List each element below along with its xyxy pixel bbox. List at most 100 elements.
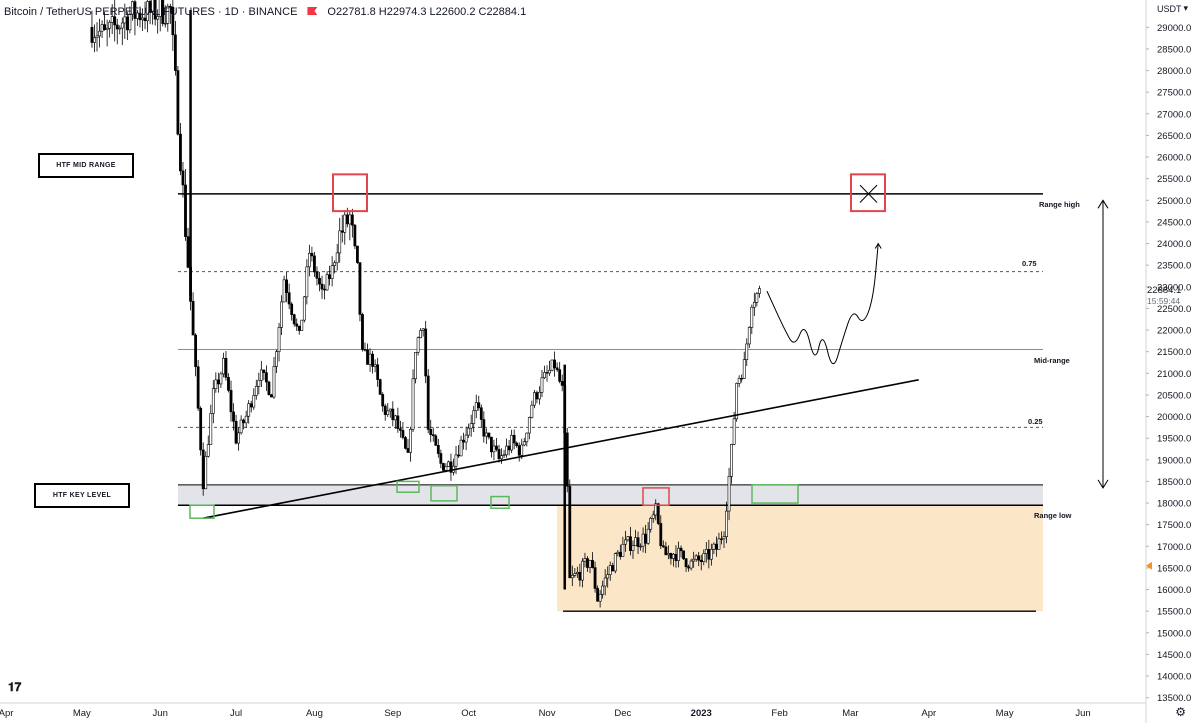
candle-body xyxy=(398,428,402,431)
candle-body xyxy=(206,444,210,457)
currency-selector[interactable]: USDT ▾ xyxy=(1157,3,1188,14)
candle-body xyxy=(636,537,640,547)
candle-body xyxy=(282,279,286,303)
candle-body xyxy=(378,379,382,395)
candle-body xyxy=(216,379,220,385)
candle-body xyxy=(371,353,374,367)
candle-body xyxy=(227,377,230,391)
range-arrow-bottom xyxy=(1097,479,1109,489)
settings-gear-icon[interactable]: ⚙ xyxy=(1175,705,1186,719)
y-tick-label: 25000.0 xyxy=(1157,196,1191,207)
candle-body xyxy=(151,0,155,12)
candle-body xyxy=(591,560,594,568)
candle-body xyxy=(598,593,602,602)
candle-body xyxy=(356,245,359,263)
candle-body xyxy=(128,13,132,31)
candle-body xyxy=(414,352,417,380)
tradingview-logo-icon[interactable]: 𝟏𝟕 xyxy=(8,680,22,694)
candle-body xyxy=(515,442,519,446)
candle-body xyxy=(181,170,185,186)
x-tick-label: Nov xyxy=(539,708,556,719)
candle-body xyxy=(148,1,152,12)
y-tick-label: 18000.0 xyxy=(1157,499,1191,510)
candle-body xyxy=(393,415,397,421)
candle-body xyxy=(259,369,263,381)
candle-body xyxy=(656,503,660,524)
y-tick-label: 27000.0 xyxy=(1157,109,1191,120)
candle-body xyxy=(431,434,435,437)
candle-body xyxy=(757,288,761,294)
candle-body xyxy=(472,410,476,424)
candle-body xyxy=(204,455,208,490)
candles xyxy=(90,0,761,608)
candle-body xyxy=(191,301,195,336)
currency-label: USDT xyxy=(1156,3,1182,14)
candle-body xyxy=(411,378,415,430)
candle-body xyxy=(709,548,713,560)
candle-body xyxy=(330,265,334,279)
candle-body xyxy=(666,553,670,556)
candle-body xyxy=(267,381,271,396)
candle-body xyxy=(634,537,637,546)
candle-body xyxy=(143,17,147,22)
fib-075-label: 0.75 xyxy=(1022,259,1037,268)
candle-body xyxy=(305,266,309,298)
candle-body xyxy=(629,536,632,551)
candle-body xyxy=(679,547,683,552)
candle-body xyxy=(715,543,718,550)
candle-body xyxy=(363,349,367,351)
candle-body xyxy=(694,555,698,560)
candle-body xyxy=(684,558,688,568)
y-tick-label: 13500.0 xyxy=(1157,693,1191,704)
candle-body xyxy=(639,545,642,548)
fib-025-label: 0.25 xyxy=(1028,417,1043,426)
candle-body xyxy=(328,274,332,279)
candle-body xyxy=(265,372,268,383)
y-tick-label: 17000.0 xyxy=(1157,542,1191,553)
mid-range-label: Mid-range xyxy=(1034,356,1070,365)
candle-body xyxy=(153,0,157,20)
y-tick-label: 28500.0 xyxy=(1157,44,1191,55)
candle-body xyxy=(575,571,579,574)
candle-body xyxy=(224,357,228,378)
candle-body xyxy=(290,303,294,315)
candle-body xyxy=(343,214,347,233)
candle-body xyxy=(335,252,339,264)
candle-body xyxy=(687,566,691,569)
candle-body xyxy=(603,577,607,587)
candle-body xyxy=(366,349,369,365)
candle-body xyxy=(313,255,316,273)
alert-flag-icon[interactable] xyxy=(307,7,317,17)
y-tick-label: 26000.0 xyxy=(1157,153,1191,164)
x-tick-label: Apr xyxy=(0,708,13,719)
candle-body xyxy=(141,17,144,21)
symbol-title[interactable]: Bitcoin / TetherUS PERPETUAL FUTURES · 1… xyxy=(4,6,298,18)
candle-body xyxy=(586,558,589,568)
candle-body xyxy=(545,372,549,374)
candle-body xyxy=(285,279,289,293)
candle-body xyxy=(396,415,400,429)
candle-body xyxy=(510,434,514,451)
candle-body xyxy=(522,441,526,446)
green-box-support-1 xyxy=(396,480,420,493)
candle-body xyxy=(249,403,253,408)
candle-body xyxy=(439,453,443,464)
candle-body xyxy=(123,16,127,24)
candle-body xyxy=(373,364,377,367)
candle-body xyxy=(292,314,296,325)
candle-body xyxy=(100,24,104,32)
candle-body xyxy=(348,214,352,225)
candle-body xyxy=(388,408,392,412)
y-tick-label: 19500.0 xyxy=(1157,434,1191,445)
x-tick-label: Aug xyxy=(306,708,323,719)
candle-body xyxy=(697,555,701,561)
candle-body xyxy=(300,319,304,331)
candle-body xyxy=(211,388,215,414)
candle-body xyxy=(171,6,175,36)
candle-body xyxy=(310,252,314,257)
y-tick-label: 24000.0 xyxy=(1157,239,1191,250)
candle-body xyxy=(581,560,584,581)
range-arrow-top xyxy=(1097,199,1109,209)
candle-body xyxy=(146,1,149,22)
